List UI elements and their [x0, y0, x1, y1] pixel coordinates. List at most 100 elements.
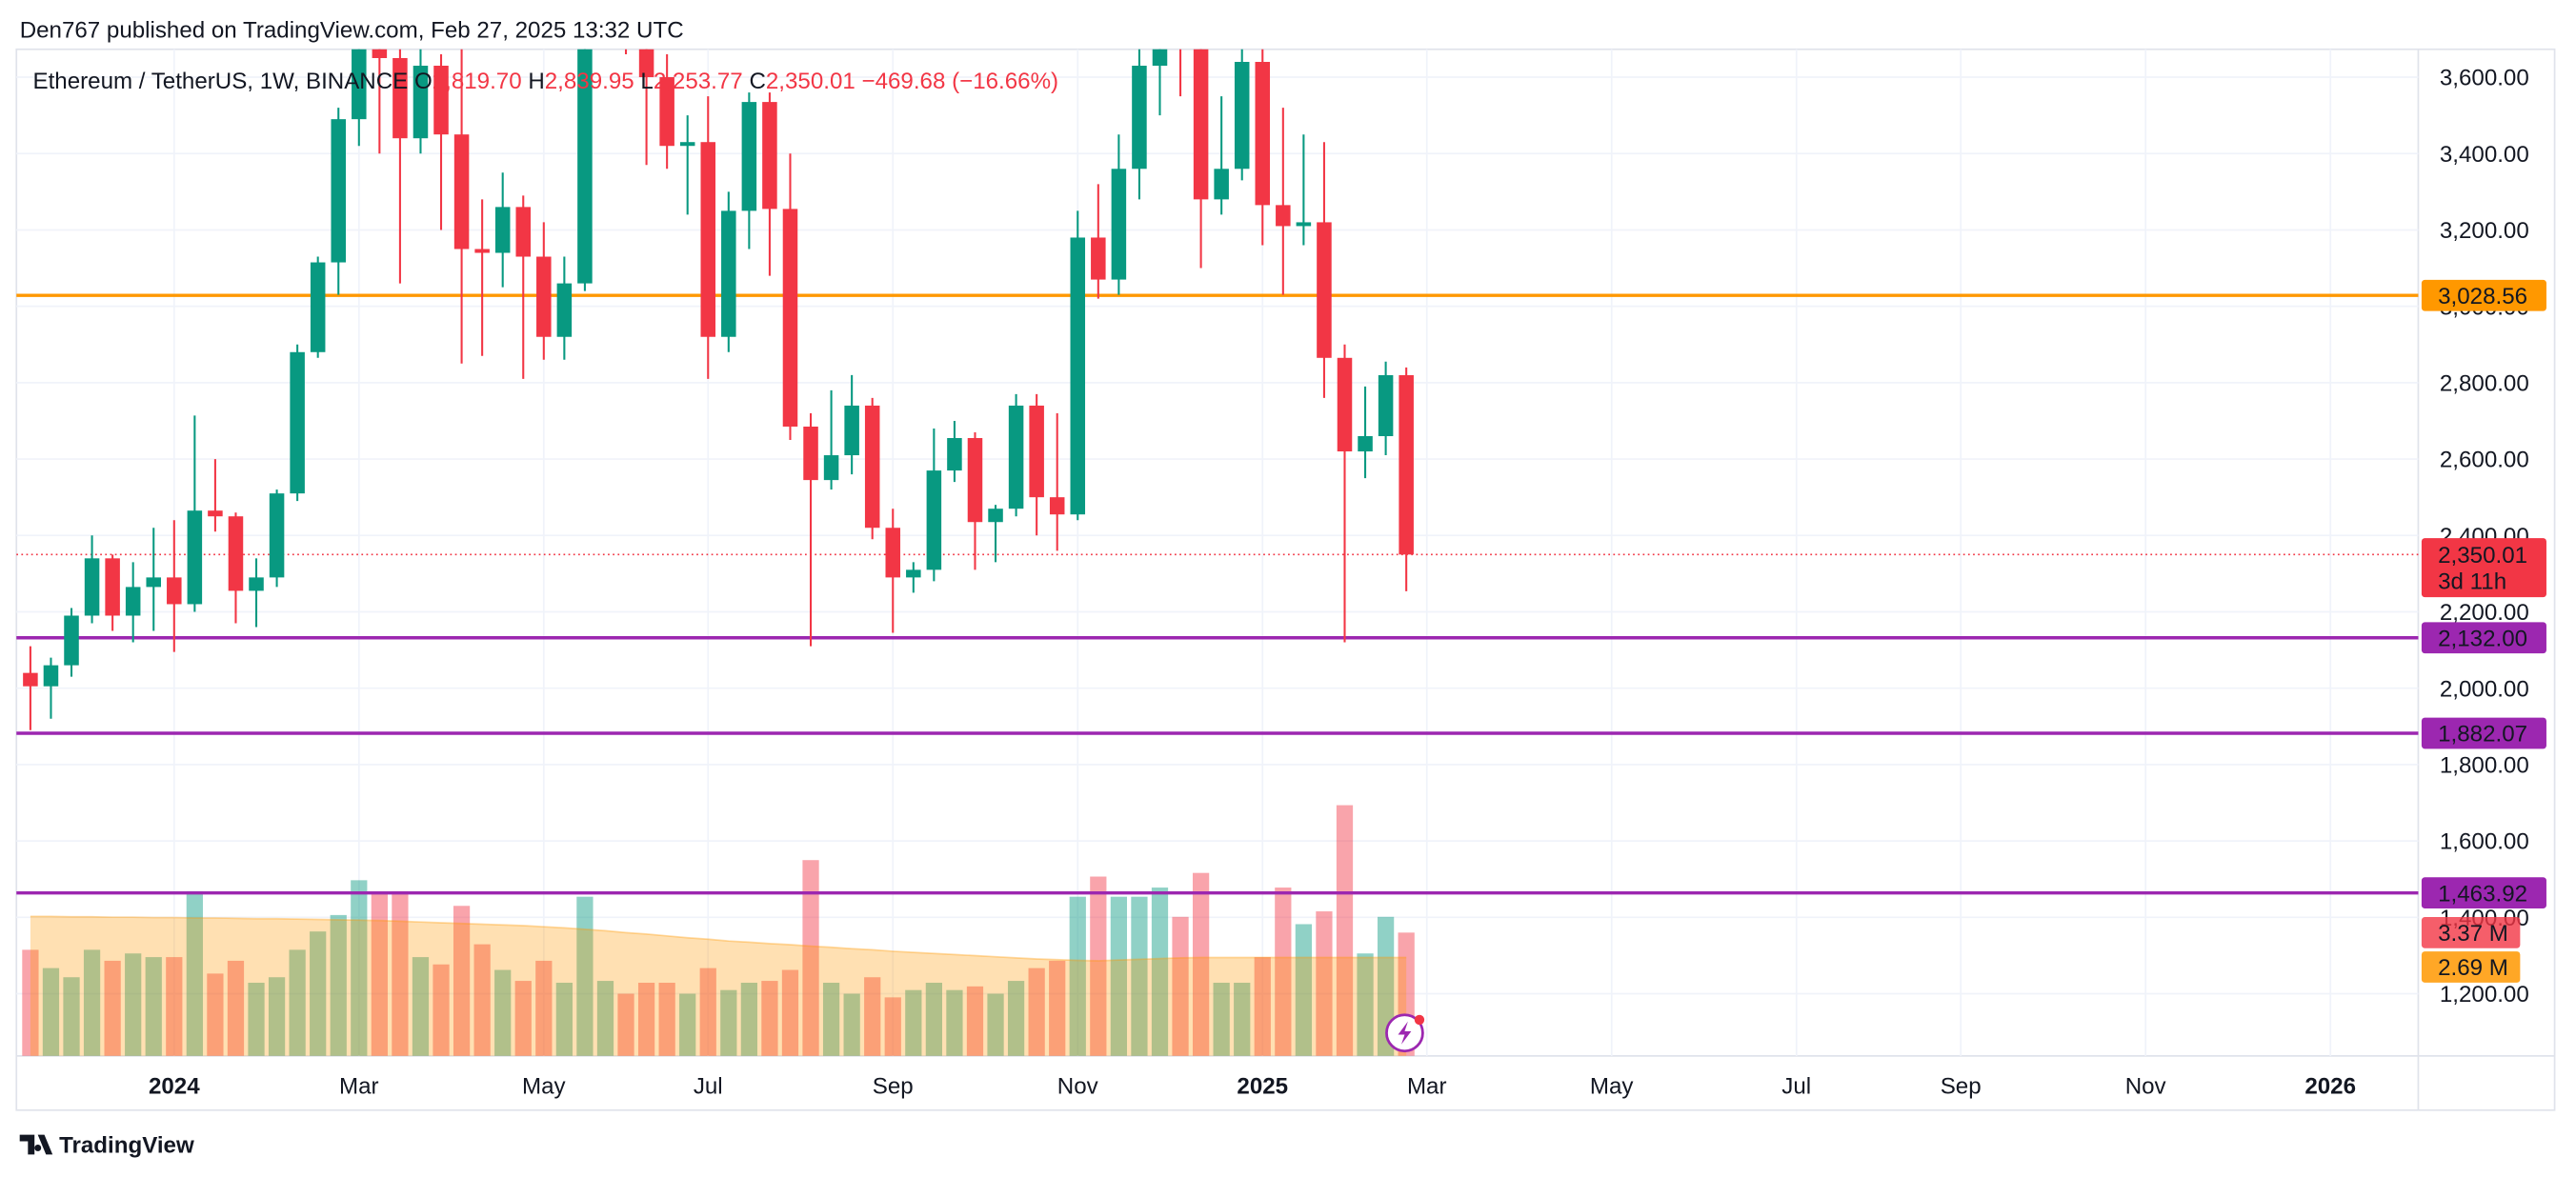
x-tick-label: May: [1590, 1074, 1635, 1100]
candle-body: [926, 470, 942, 570]
candle-body: [515, 207, 532, 257]
volume-bar: [576, 896, 594, 1056]
y-tick-label: 2,000.00: [2440, 676, 2529, 702]
x-tick-label: Mar: [1407, 1074, 1447, 1100]
candle-body: [1049, 497, 1065, 515]
volume-bar: [925, 982, 942, 1056]
low-value: 2,253.77: [654, 69, 743, 94]
volume-bar: [802, 860, 819, 1056]
x-tick-label: 2025: [1237, 1074, 1288, 1100]
candle-body: [782, 209, 798, 427]
candle-body: [105, 558, 120, 616]
candle-body: [290, 351, 305, 494]
x-tick-label: May: [522, 1074, 567, 1100]
volume-bar: [555, 982, 573, 1056]
volume-bar: [166, 957, 183, 1056]
y-tick-label: 3,200.00: [2440, 218, 2529, 244]
volume-ma-line: [30, 915, 1407, 962]
candle-body: [762, 102, 777, 209]
high-label: H: [528, 69, 544, 94]
icon-dot[interactable]: [1414, 1014, 1425, 1026]
volume-bar: [207, 973, 224, 1056]
candle-body: [967, 438, 983, 523]
replay-icon[interactable]: [1385, 1013, 1425, 1053]
candle-body: [64, 615, 79, 666]
volume-bar: [42, 968, 60, 1056]
x-tick-label: Sep: [873, 1074, 914, 1100]
change-value: −469.68 (−16.66%): [862, 69, 1059, 94]
volume-bar: [761, 981, 778, 1056]
volume-bar: [1357, 953, 1374, 1056]
candle-body: [249, 577, 264, 591]
volume-bar: [145, 957, 162, 1056]
logo-text: TradingView: [59, 1133, 194, 1159]
candle-body: [1296, 222, 1312, 227]
candle-body: [392, 57, 408, 139]
volume-bar: [1336, 805, 1354, 1056]
y-tick-label: 1,800.00: [2440, 753, 2529, 779]
x-tick-label: Sep: [1941, 1074, 1982, 1100]
candle-body: [1091, 237, 1106, 280]
volume-bar: [596, 981, 614, 1056]
volume-bar: [535, 960, 553, 1056]
volume-bar: [987, 993, 1004, 1056]
volume-bar: [186, 890, 203, 1056]
candle-body: [23, 672, 38, 687]
candle-body: [433, 66, 449, 135]
candle-body: [638, 49, 654, 78]
logo: TradingView: [19, 1133, 194, 1159]
candle-body: [1378, 374, 1394, 437]
candle-body: [556, 283, 573, 337]
volume-bar: [864, 977, 881, 1056]
x-tick-label: 2024: [149, 1074, 200, 1100]
volume-bar: [1254, 957, 1271, 1056]
volume-bar: [1192, 872, 1210, 1056]
candle-body: [1255, 61, 1271, 206]
candle-body: [43, 665, 59, 687]
logo-mark: [19, 1134, 53, 1155]
x-tick-label: Mar: [339, 1074, 379, 1100]
candle-body: [741, 102, 757, 211]
candle-body: [823, 455, 839, 481]
x-tick-label: 2026: [2304, 1074, 2356, 1100]
candle-body: [947, 438, 962, 471]
candle-body: [1193, 49, 1209, 200]
candles: [23, 49, 1414, 730]
candle-body: [700, 142, 716, 337]
candle-body: [352, 49, 367, 120]
volume-bar: [617, 993, 634, 1056]
candle-body: [494, 207, 511, 253]
close-value: 2,350.01: [766, 69, 855, 94]
volume-bar: [494, 969, 512, 1056]
open-label: O: [414, 69, 433, 94]
published-line: Den767 published on TradingView.com, Feb…: [20, 18, 684, 44]
candle-body: [208, 510, 223, 517]
volume-ma-tag-label: 2.69 M: [2438, 955, 2508, 981]
volume-bar: [1049, 960, 1066, 1056]
volume-bar: [637, 982, 655, 1056]
volume-bar: [371, 892, 388, 1056]
y-tick-label: 1,200.00: [2440, 982, 2529, 1007]
last-price-tag: [2421, 538, 2546, 598]
volume-bar: [392, 890, 409, 1056]
symbol-legend: Ethereum / TetherUS, 1W, BINANCE O2,819.…: [32, 69, 1058, 94]
candle-body: [310, 262, 326, 352]
volume-bar: [781, 969, 799, 1056]
close-label: C: [749, 69, 765, 94]
y-tick-label: 2,600.00: [2440, 448, 2529, 473]
candle-body: [1070, 237, 1086, 515]
candle-body: [146, 577, 161, 588]
volume-bar: [1069, 896, 1086, 1056]
y-tick-label: 3,600.00: [2440, 66, 2529, 91]
candle-body: [988, 509, 1003, 523]
x-tick-label: Nov: [2125, 1074, 2166, 1100]
icon-bolt[interactable]: [1398, 1021, 1412, 1045]
volume-bar: [1316, 911, 1333, 1056]
open-value: 2,819.70: [433, 69, 522, 94]
volume-bar: [699, 968, 716, 1056]
y-tick-label: 2,800.00: [2440, 370, 2529, 396]
price-tags: 3,028.56 2,132.00 1,882.07 1,463.92 2,350.01…: [2421, 279, 2546, 983]
volume-bar: [679, 993, 696, 1056]
x-tick-label: Nov: [1057, 1074, 1098, 1100]
